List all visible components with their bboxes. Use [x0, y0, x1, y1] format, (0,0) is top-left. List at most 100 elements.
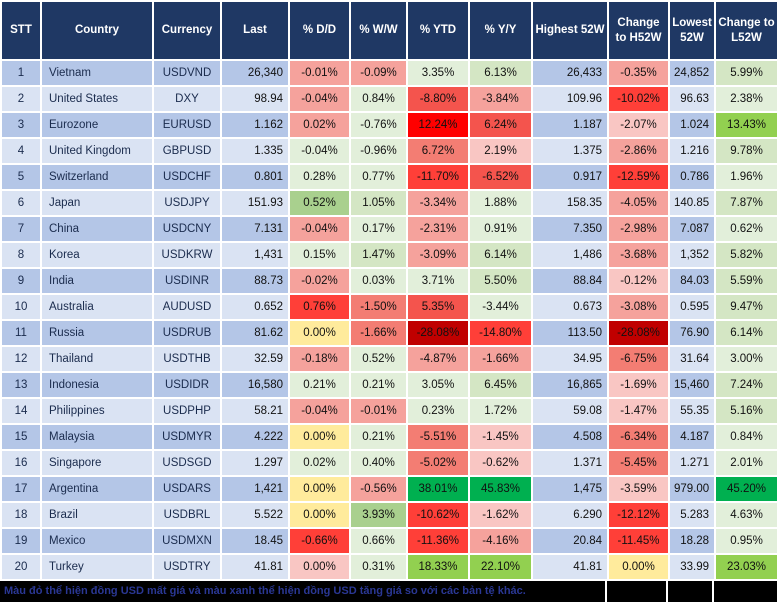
- highest-52w-cell: 1.187: [531, 111, 609, 139]
- last-price-cell: 16,580: [220, 371, 290, 399]
- highest-52w-cell: 0.917: [531, 163, 609, 191]
- change-to-h52w-cell: -12.12%: [607, 501, 670, 529]
- pct-ww-cell: 1.05%: [349, 189, 408, 217]
- col-header-change-to-h52w: Change to H52W: [607, 0, 670, 61]
- change-to-l52w-cell: 2.01%: [714, 449, 777, 477]
- stt-cell: 10: [0, 293, 42, 321]
- col-header-d-d: % D/D: [288, 0, 351, 61]
- pct-ytd-cell: 3.05%: [406, 371, 470, 399]
- footer-segment: [712, 581, 777, 602]
- pct-yy-cell: -1.45%: [468, 423, 533, 451]
- country-cell: Japan: [40, 189, 154, 217]
- pct-ytd-cell: 18.33%: [406, 553, 470, 581]
- col-header-highest-52w: Highest 52W: [531, 0, 609, 61]
- pct-ytd-cell: 3.71%: [406, 267, 470, 295]
- pct-ytd-cell: -4.87%: [406, 345, 470, 373]
- table-row: 3 Eurozone EURUSD 1.162 0.02% -0.76% 12.24% 6.2…: [0, 111, 777, 139]
- country-cell: Eurozone: [40, 111, 154, 139]
- lowest-52w-cell: 33.99: [668, 553, 716, 581]
- pct-ytd-cell: 6.72%: [406, 137, 470, 165]
- pct-dd-cell: 0.00%: [288, 319, 351, 347]
- lowest-52w-cell: 5.283: [668, 501, 716, 529]
- last-price-cell: 81.62: [220, 319, 290, 347]
- stt-cell: 1: [0, 59, 42, 87]
- table-row: 20 Turkey USDTRY 41.81 0.00% 0.31% 18.33% 22.10…: [0, 553, 777, 581]
- pct-yy-cell: 22.10%: [468, 553, 533, 581]
- stt-cell: 19: [0, 527, 42, 555]
- pct-ytd-cell: -3.09%: [406, 241, 470, 269]
- pct-yy-cell: -3.44%: [468, 293, 533, 321]
- change-to-l52w-cell: 0.95%: [714, 527, 777, 555]
- pct-dd-cell: -0.01%: [288, 59, 351, 87]
- stt-cell: 15: [0, 423, 42, 451]
- change-to-l52w-cell: 7.87%: [714, 189, 777, 217]
- change-to-l52w-cell: 9.78%: [714, 137, 777, 165]
- pct-yy-cell: 0.91%: [468, 215, 533, 243]
- table-row: 2 United States DXY 98.94 -0.04% 0.84% -8.80% -…: [0, 85, 777, 113]
- table-row: 4 United Kingdom GBPUSD 1.335 -0.04% -0.96% 6.…: [0, 137, 777, 165]
- table-row: 19 Mexico USDMXN 18.45 -0.66% 0.66% -11.36% -4.…: [0, 527, 777, 555]
- table-row: 16 Singapore USDSGD 1.297 0.02% 0.40% -5.02% -0…: [0, 449, 777, 477]
- highest-52w-cell: 158.35: [531, 189, 609, 217]
- change-to-h52w-cell: -0.12%: [607, 267, 670, 295]
- pct-ww-cell: 0.03%: [349, 267, 408, 295]
- pct-ytd-cell: 38.01%: [406, 475, 470, 503]
- currency-cell: USDINR: [152, 267, 222, 295]
- table-row: 6 Japan USDJPY 151.93 0.52% 1.05% -3.34% 1.88% 1…: [0, 189, 777, 217]
- table-row: 5 Switzerland USDCHF 0.801 0.28% 0.77% -11.70%…: [0, 163, 777, 191]
- highest-52w-cell: 26,433: [531, 59, 609, 87]
- country-cell: Indonesia: [40, 371, 154, 399]
- change-to-h52w-cell: -3.59%: [607, 475, 670, 503]
- pct-dd-cell: 0.15%: [288, 241, 351, 269]
- pct-ww-cell: -0.76%: [349, 111, 408, 139]
- pct-yy-cell: 2.19%: [468, 137, 533, 165]
- highest-52w-cell: 20.84: [531, 527, 609, 555]
- lowest-52w-cell: 18.28: [668, 527, 716, 555]
- lowest-52w-cell: 7.087: [668, 215, 716, 243]
- country-cell: Switzerland: [40, 163, 154, 191]
- pct-ww-cell: 0.31%: [349, 553, 408, 581]
- currency-cell: USDCHF: [152, 163, 222, 191]
- stt-cell: 12: [0, 345, 42, 373]
- pct-ww-cell: -1.66%: [349, 319, 408, 347]
- lowest-52w-cell: 15,460: [668, 371, 716, 399]
- pct-ww-cell: -1.50%: [349, 293, 408, 321]
- last-price-cell: 1.162: [220, 111, 290, 139]
- change-to-h52w-cell: -6.34%: [607, 423, 670, 451]
- currency-cell: USDPHP: [152, 397, 222, 425]
- currency-cell: USDMXN: [152, 527, 222, 555]
- stt-cell: 11: [0, 319, 42, 347]
- pct-yy-cell: 5.50%: [468, 267, 533, 295]
- highest-52w-cell: 7.350: [531, 215, 609, 243]
- currency-cell: USDARS: [152, 475, 222, 503]
- change-to-l52w-cell: 0.84%: [714, 423, 777, 451]
- pct-ytd-cell: -11.70%: [406, 163, 470, 191]
- change-to-h52w-cell: -12.59%: [607, 163, 670, 191]
- currency-cell: USDVND: [152, 59, 222, 87]
- last-price-cell: 7.131: [220, 215, 290, 243]
- stt-cell: 18: [0, 501, 42, 529]
- country-cell: Philippines: [40, 397, 154, 425]
- currency-cell: USDSGD: [152, 449, 222, 477]
- last-price-cell: 58.21: [220, 397, 290, 425]
- pct-ytd-cell: -5.02%: [406, 449, 470, 477]
- lowest-52w-cell: 4.187: [668, 423, 716, 451]
- table-row: 8 Korea USDKRW 1,431 0.15% 1.47% -3.09% 6.14% 1,…: [0, 241, 777, 269]
- highest-52w-cell: 1.375: [531, 137, 609, 165]
- change-to-l52w-cell: 4.63%: [714, 501, 777, 529]
- pct-dd-cell: -0.66%: [288, 527, 351, 555]
- pct-dd-cell: 0.02%: [288, 111, 351, 139]
- stt-cell: 9: [0, 267, 42, 295]
- pct-yy-cell: 6.24%: [468, 111, 533, 139]
- country-cell: United Kingdom: [40, 137, 154, 165]
- table-row: 11 Russia USDRUB 81.62 0.00% -1.66% -28.08% -14…: [0, 319, 777, 347]
- change-to-l52w-cell: 5.82%: [714, 241, 777, 269]
- lowest-52w-cell: 140.85: [668, 189, 716, 217]
- pct-yy-cell: -4.16%: [468, 527, 533, 555]
- highest-52w-cell: 59.08: [531, 397, 609, 425]
- lowest-52w-cell: 0.595: [668, 293, 716, 321]
- pct-ww-cell: 1.47%: [349, 241, 408, 269]
- footer-segment: [666, 581, 712, 602]
- currency-cell: USDIDR: [152, 371, 222, 399]
